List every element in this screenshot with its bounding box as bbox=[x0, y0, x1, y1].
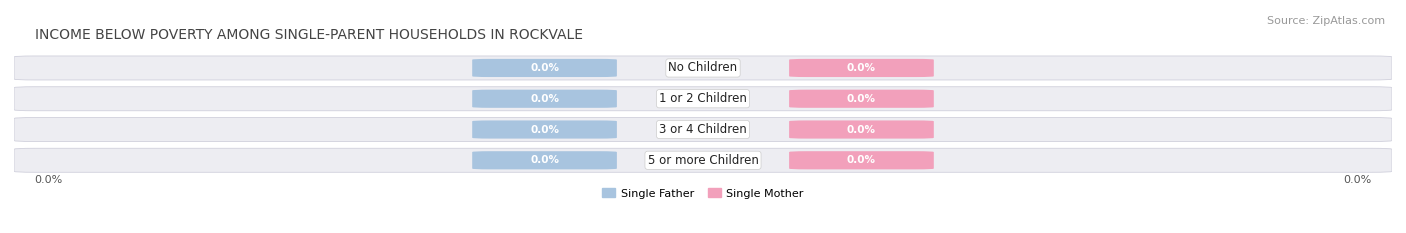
Text: INCOME BELOW POVERTY AMONG SINGLE-PARENT HOUSEHOLDS IN ROCKVALE: INCOME BELOW POVERTY AMONG SINGLE-PARENT… bbox=[35, 28, 582, 42]
Text: 0.0%: 0.0% bbox=[530, 63, 560, 73]
FancyBboxPatch shape bbox=[14, 117, 1392, 141]
Text: 0.0%: 0.0% bbox=[530, 155, 560, 165]
FancyBboxPatch shape bbox=[789, 151, 934, 169]
FancyBboxPatch shape bbox=[472, 151, 617, 169]
FancyBboxPatch shape bbox=[789, 59, 934, 77]
Text: 0.0%: 0.0% bbox=[846, 94, 876, 104]
Text: 0.0%: 0.0% bbox=[846, 124, 876, 134]
Text: 0.0%: 0.0% bbox=[35, 175, 63, 185]
FancyBboxPatch shape bbox=[472, 90, 617, 108]
FancyBboxPatch shape bbox=[472, 120, 617, 139]
Text: No Children: No Children bbox=[668, 62, 738, 75]
FancyBboxPatch shape bbox=[789, 90, 934, 108]
Text: 0.0%: 0.0% bbox=[530, 124, 560, 134]
Text: 3 or 4 Children: 3 or 4 Children bbox=[659, 123, 747, 136]
Text: 5 or more Children: 5 or more Children bbox=[648, 154, 758, 167]
FancyBboxPatch shape bbox=[472, 59, 617, 77]
Text: Source: ZipAtlas.com: Source: ZipAtlas.com bbox=[1267, 16, 1385, 26]
Text: 1 or 2 Children: 1 or 2 Children bbox=[659, 92, 747, 105]
FancyBboxPatch shape bbox=[14, 87, 1392, 111]
FancyBboxPatch shape bbox=[14, 56, 1392, 80]
Text: 0.0%: 0.0% bbox=[1343, 175, 1371, 185]
FancyBboxPatch shape bbox=[789, 120, 934, 139]
FancyBboxPatch shape bbox=[14, 148, 1392, 172]
Text: 0.0%: 0.0% bbox=[530, 94, 560, 104]
Legend: Single Father, Single Mother: Single Father, Single Mother bbox=[602, 188, 804, 199]
Text: 0.0%: 0.0% bbox=[846, 155, 876, 165]
Text: 0.0%: 0.0% bbox=[846, 63, 876, 73]
